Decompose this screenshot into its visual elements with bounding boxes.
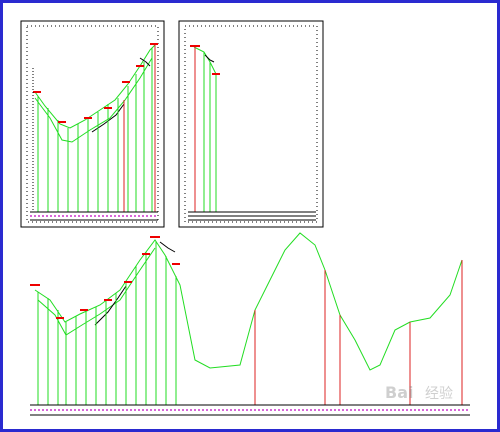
watermark-left: Bai — [385, 383, 413, 402]
sheet-left — [20, 20, 165, 228]
watermark: Bai 经验 — [385, 383, 453, 402]
profile-main — [30, 232, 470, 416]
sheet-right — [178, 20, 324, 228]
watermark-right: 经验 — [425, 386, 453, 402]
